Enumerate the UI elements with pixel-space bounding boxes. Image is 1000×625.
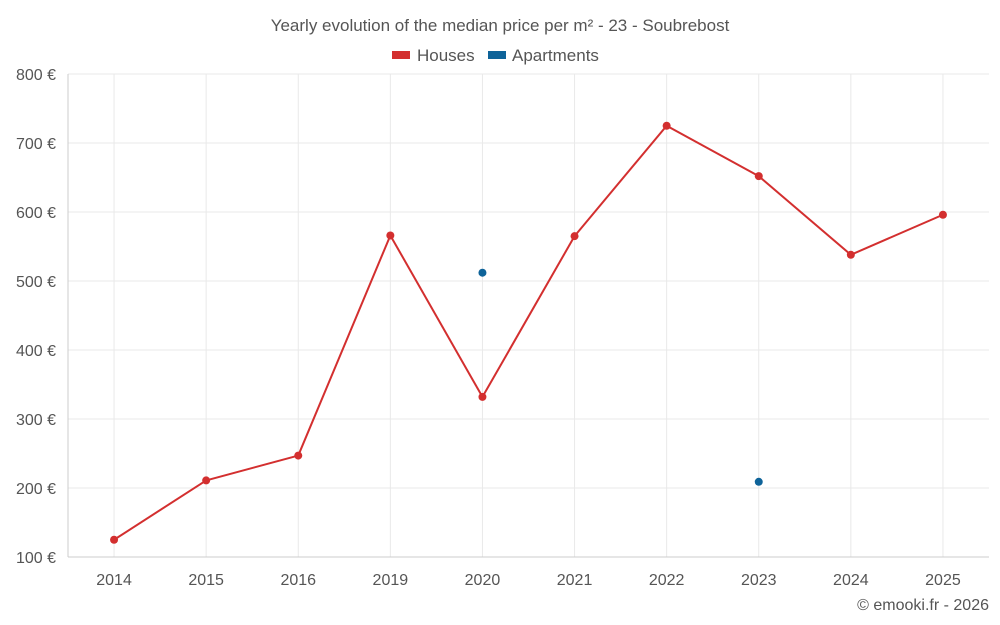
x-tick-label: 2016 <box>280 572 316 589</box>
data-point-apartments-2023[interactable] <box>754 477 763 486</box>
x-tick-label: 2021 <box>557 572 593 589</box>
data-point-houses-2014[interactable] <box>110 535 119 544</box>
y-tick-label: 600 € <box>16 205 56 222</box>
y-tick-label: 100 € <box>16 550 56 567</box>
x-tick-label: 2022 <box>649 572 685 589</box>
data-point-houses-2016[interactable] <box>294 451 303 460</box>
x-tick-label: 2023 <box>741 572 777 589</box>
legend: Houses Apartments <box>392 46 599 65</box>
data-point-houses-2022[interactable] <box>662 121 671 130</box>
series-line-houses <box>573 125 668 237</box>
data-point-houses-2023[interactable] <box>754 172 763 181</box>
series-line-houses <box>205 454 299 482</box>
credit-text: © emooki.fr - 2026 <box>857 597 989 614</box>
legend-label-apartments: Apartments <box>512 46 599 65</box>
data-point-houses-2020[interactable] <box>478 392 487 401</box>
data-point-houses-2015[interactable] <box>202 476 211 485</box>
series-line-houses <box>389 234 484 398</box>
x-tick-label: 2015 <box>188 572 224 589</box>
data-point-houses-2024[interactable] <box>846 250 855 259</box>
y-tick-label: 800 € <box>16 67 56 84</box>
series-line-houses <box>850 213 944 256</box>
series-line-houses <box>758 175 852 256</box>
x-tick-label: 2020 <box>465 572 501 589</box>
series-line-houses <box>297 235 392 456</box>
series-line-houses <box>481 235 576 398</box>
series <box>110 121 947 544</box>
y-tick-label: 400 € <box>16 343 56 360</box>
data-point-apartments-2020[interactable] <box>478 268 487 277</box>
series-line-houses <box>666 124 760 177</box>
y-tick-label: 700 € <box>16 136 56 153</box>
x-tick-label: 2025 <box>925 572 961 589</box>
grid <box>68 73 989 557</box>
y-tick-label: 300 € <box>16 412 56 429</box>
legend-swatch-apartments <box>488 51 506 59</box>
y-tick-label: 200 € <box>16 481 56 498</box>
data-point-houses-2025[interactable] <box>938 210 947 219</box>
chart-title: Yearly evolution of the median price per… <box>271 16 730 35</box>
series-line-houses <box>113 479 207 541</box>
legend-swatch-houses <box>392 51 410 59</box>
x-tick-label: 2014 <box>96 572 132 589</box>
axes: 100 € 200 € 300 € 400 € 500 € 600 € 700 € 800 €… <box>16 67 989 589</box>
data-point-houses-2019[interactable] <box>386 231 395 240</box>
y-tick-label: 500 € <box>16 274 56 291</box>
data-point-houses-2021[interactable] <box>570 232 579 241</box>
x-tick-label: 2019 <box>373 572 409 589</box>
legend-label-houses: Houses <box>417 46 475 65</box>
x-tick-label: 2024 <box>833 572 869 589</box>
